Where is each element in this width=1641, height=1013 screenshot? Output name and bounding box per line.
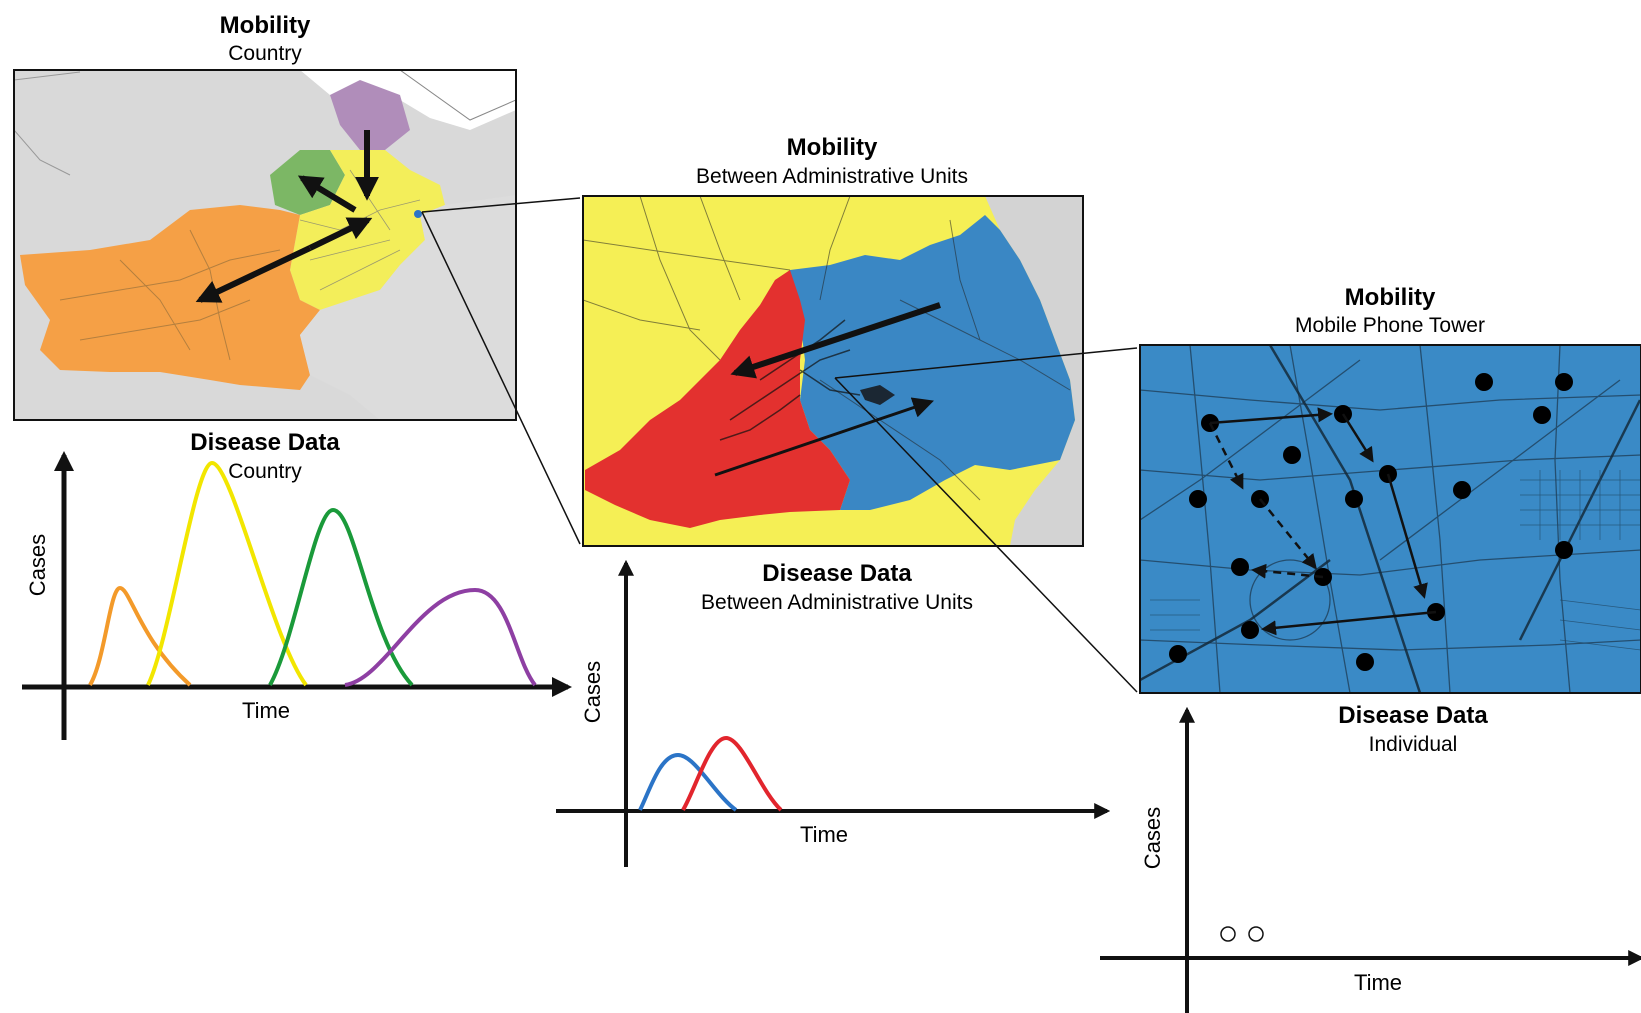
zoom-connector-line [834, 377, 1138, 693]
tower-disease-subtitle: Individual [1369, 733, 1458, 756]
individual-case-marker [1248, 926, 1264, 942]
zoom-connector-line [421, 197, 581, 213]
y-axis-label: Cases [580, 661, 605, 723]
zoom-connector-line [834, 347, 1138, 379]
admin-cases-chart: Cases Time [556, 559, 1111, 867]
country-curve-yellow [146, 460, 308, 687]
individual-case-marker [1220, 926, 1236, 942]
tower-mobility-subtitle: Mobile Phone Tower [1295, 314, 1485, 337]
tower-disease-title: Disease Data [1338, 702, 1488, 729]
zoom-connector-line [421, 211, 581, 545]
country-disease-title: Disease Data [190, 429, 340, 456]
x-axis-label: Time [1354, 970, 1402, 995]
y-axis-label: Cases [1140, 807, 1165, 869]
admin-disease-title: Disease Data [762, 560, 912, 587]
admin-units-map [582, 195, 1084, 547]
country-mobility-title: Mobility [220, 12, 311, 39]
admin-curve-red [681, 735, 783, 812]
phone-tower-points [1169, 373, 1573, 671]
admin-mobility-subtitle: Between Administrative Units [696, 165, 968, 188]
country-cases-chart: Cases Time [22, 451, 572, 740]
country-curve-green [268, 507, 414, 687]
country-mobility-subtitle: Country [228, 42, 302, 65]
individual-cases-chart: Cases Time [1100, 706, 1641, 1013]
x-axis-label: Time [242, 698, 290, 723]
x-axis-label: Time [800, 822, 848, 847]
country-curve-orange [88, 585, 192, 687]
admin-disease-subtitle: Between Administrative Units [701, 591, 973, 614]
tower-mobility-title: Mobility [1345, 284, 1436, 311]
admin-curve-blue [638, 752, 738, 812]
country-curve-purple [344, 587, 537, 687]
country-disease-subtitle: Country [228, 460, 302, 483]
country-map [13, 69, 517, 421]
phone-tower-map [1139, 344, 1641, 694]
admin-mobility-title: Mobility [787, 134, 878, 161]
y-axis-label: Cases [25, 534, 50, 596]
